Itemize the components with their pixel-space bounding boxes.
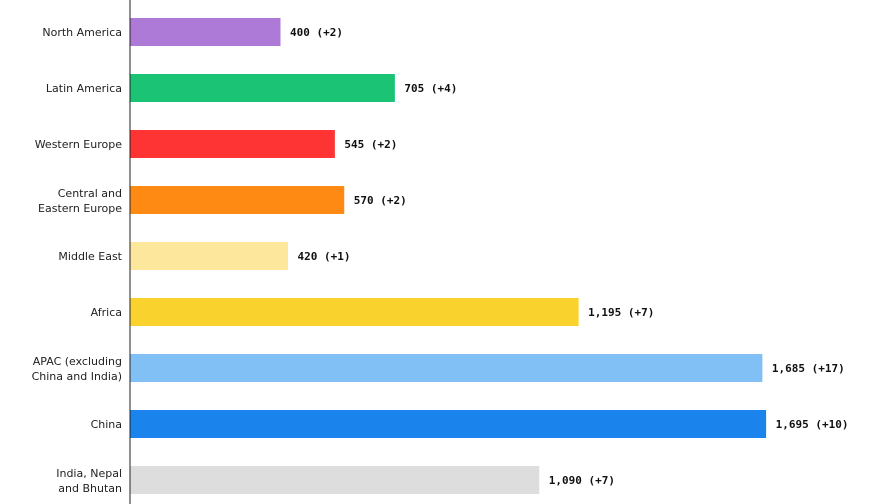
category-label-8: India, Nepal and Bhutan [56,467,122,495]
bar-0 [130,18,281,46]
category-label-line: Eastern Europe [38,202,122,215]
category-label-0: North America [42,26,122,39]
value-label-5: 1,195 (+7) [588,306,654,319]
category-label-line: APAC (excluding [33,355,122,368]
bar-8 [130,466,540,494]
value-label-0: 400 (+2) [290,26,343,39]
bar-2 [130,130,335,158]
value-label-4: 420 (+1) [298,250,351,263]
value-label-6: 1,685 (+17) [772,362,845,375]
category-label-line: China and India) [32,370,122,383]
category-label-3: Central and Eastern Europe [38,187,122,215]
bar-7 [130,410,767,438]
bar-1 [130,74,395,102]
category-label-1: Latin America [46,82,122,95]
value-label-8: 1,090 (+7) [549,474,615,487]
value-labels-group: 400 (+2) 705 (+4) 545 (+2) 570 (+2) 420 (+1)… [290,26,848,487]
category-label-5: Africa [91,306,122,319]
bar-5 [130,298,579,326]
value-label-7: 1,695 (+10) [776,418,849,431]
value-label-1: 705 (+4) [404,82,457,95]
bar-6 [130,354,763,382]
value-label-2: 545 (+2) [344,138,397,151]
value-label-3: 570 (+2) [354,194,407,207]
category-label-6: APAC (excluding China and India) [32,355,122,383]
bar-3 [130,186,345,214]
category-labels-group: North America Latin America Western Europe… [32,26,123,495]
category-label-4: Middle East [58,250,122,263]
category-label-7: China [91,418,122,431]
category-label-line: and Bhutan [58,482,122,495]
category-label-2: Western Europe [35,138,123,151]
category-label-line: India, Nepal [56,467,122,480]
bars-group [130,18,767,494]
category-label-line: Central and [58,187,122,200]
bar-4 [130,242,288,270]
